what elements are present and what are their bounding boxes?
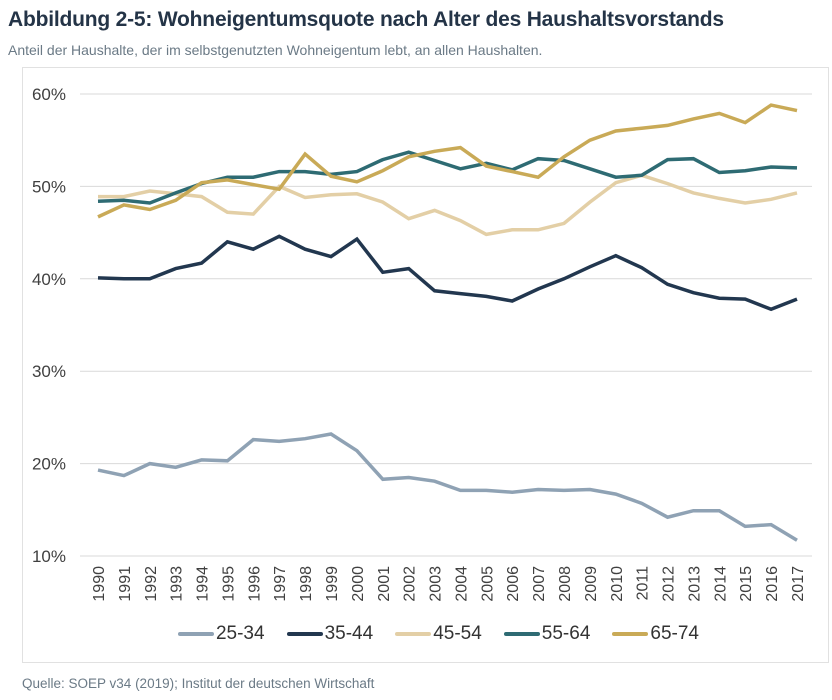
x-tick-label: 2004 (453, 566, 470, 602)
x-tick-label: 1999 (324, 566, 341, 602)
legend-item: 55-64 (503, 623, 591, 645)
series-lines (97, 103, 798, 542)
x-tick-label: 2003 (428, 566, 445, 602)
legend-swatch (503, 632, 540, 636)
legend-swatch (286, 632, 323, 636)
legend-swatch (612, 632, 649, 636)
legend-swatch (177, 632, 214, 636)
x-tick-label: 2011 (635, 566, 652, 601)
legend-label: 35-44 (324, 623, 374, 644)
x-tick-label: 2006 (505, 566, 522, 602)
x-tick-label: 2014 (712, 566, 729, 602)
x-tick-label: 2008 (557, 566, 574, 602)
legend-item: 65-74 (612, 623, 699, 645)
y-tick-label: 40% (32, 270, 66, 289)
x-tick-label: 1990 (91, 566, 108, 602)
series-line-35-44 (97, 234, 798, 312)
legend-label: 25-34 (215, 623, 265, 644)
x-tick-label: 1998 (298, 566, 315, 602)
x-tick-label: 1993 (169, 566, 186, 602)
x-tick-label: 2005 (479, 566, 496, 602)
x-tick-label: 2013 (686, 566, 703, 602)
x-tick-label: 1992 (143, 566, 160, 602)
chart-title: Abbildung 2-5: Wohneigentumsquote nach A… (8, 8, 724, 31)
x-tick-label: 2015 (738, 566, 755, 602)
x-tick-label: 1996 (246, 566, 263, 602)
x-tick-label: 1997 (272, 566, 289, 602)
x-tick-label: 2017 (790, 566, 807, 602)
legend-label: 45-54 (433, 623, 482, 644)
y-tick-label: 20% (32, 455, 66, 474)
y-tick-label: 60% (32, 85, 66, 104)
x-tick-label: 2016 (764, 566, 781, 602)
chart-panel (22, 67, 829, 663)
legend-swatch (395, 632, 432, 636)
y-axis-ticks: 10% 20% 30% 40% 50% 60% (32, 85, 66, 566)
x-tick-label: 1995 (220, 566, 237, 602)
x-tick-label: 2007 (531, 566, 548, 602)
legend-item: 45-54 (395, 623, 482, 645)
source-note: Quelle: SOEP v34 (2019); Institut der de… (22, 676, 375, 691)
x-tick-label: 1991 (117, 566, 134, 602)
series-line-65-74 (97, 103, 798, 219)
y-tick-label: 30% (32, 362, 66, 381)
legend-item: 25-34 (177, 623, 265, 645)
y-tick-label: 10% (32, 547, 66, 566)
chart-subtitle: Anteil der Haushalte, der im selbstgenut… (8, 42, 543, 58)
x-tick-label: 2002 (402, 566, 419, 602)
x-tick-label: 2012 (661, 566, 678, 602)
x-tick-label: 2010 (609, 566, 626, 602)
x-tick-label: 2001 (376, 566, 393, 602)
legend: 25-34 35-44 45-54 55-64 65-74 (0, 623, 832, 645)
series-line-25-34 (97, 432, 798, 542)
x-tick-label: 2000 (350, 566, 367, 602)
x-axis-ticks: 1990 1991 1992 1993 1994 1995 1996 1997 1998 1999… (91, 566, 807, 602)
legend-item: 35-44 (286, 623, 374, 645)
gridlines (80, 93, 812, 557)
x-tick-label: 2009 (583, 566, 600, 602)
x-tick-label: 1994 (195, 566, 212, 602)
series-line-45-54 (98, 173, 798, 237)
y-tick-label: 50% (32, 177, 66, 196)
legend-label: 55-64 (541, 623, 591, 644)
legend-label: 65-74 (650, 623, 700, 644)
